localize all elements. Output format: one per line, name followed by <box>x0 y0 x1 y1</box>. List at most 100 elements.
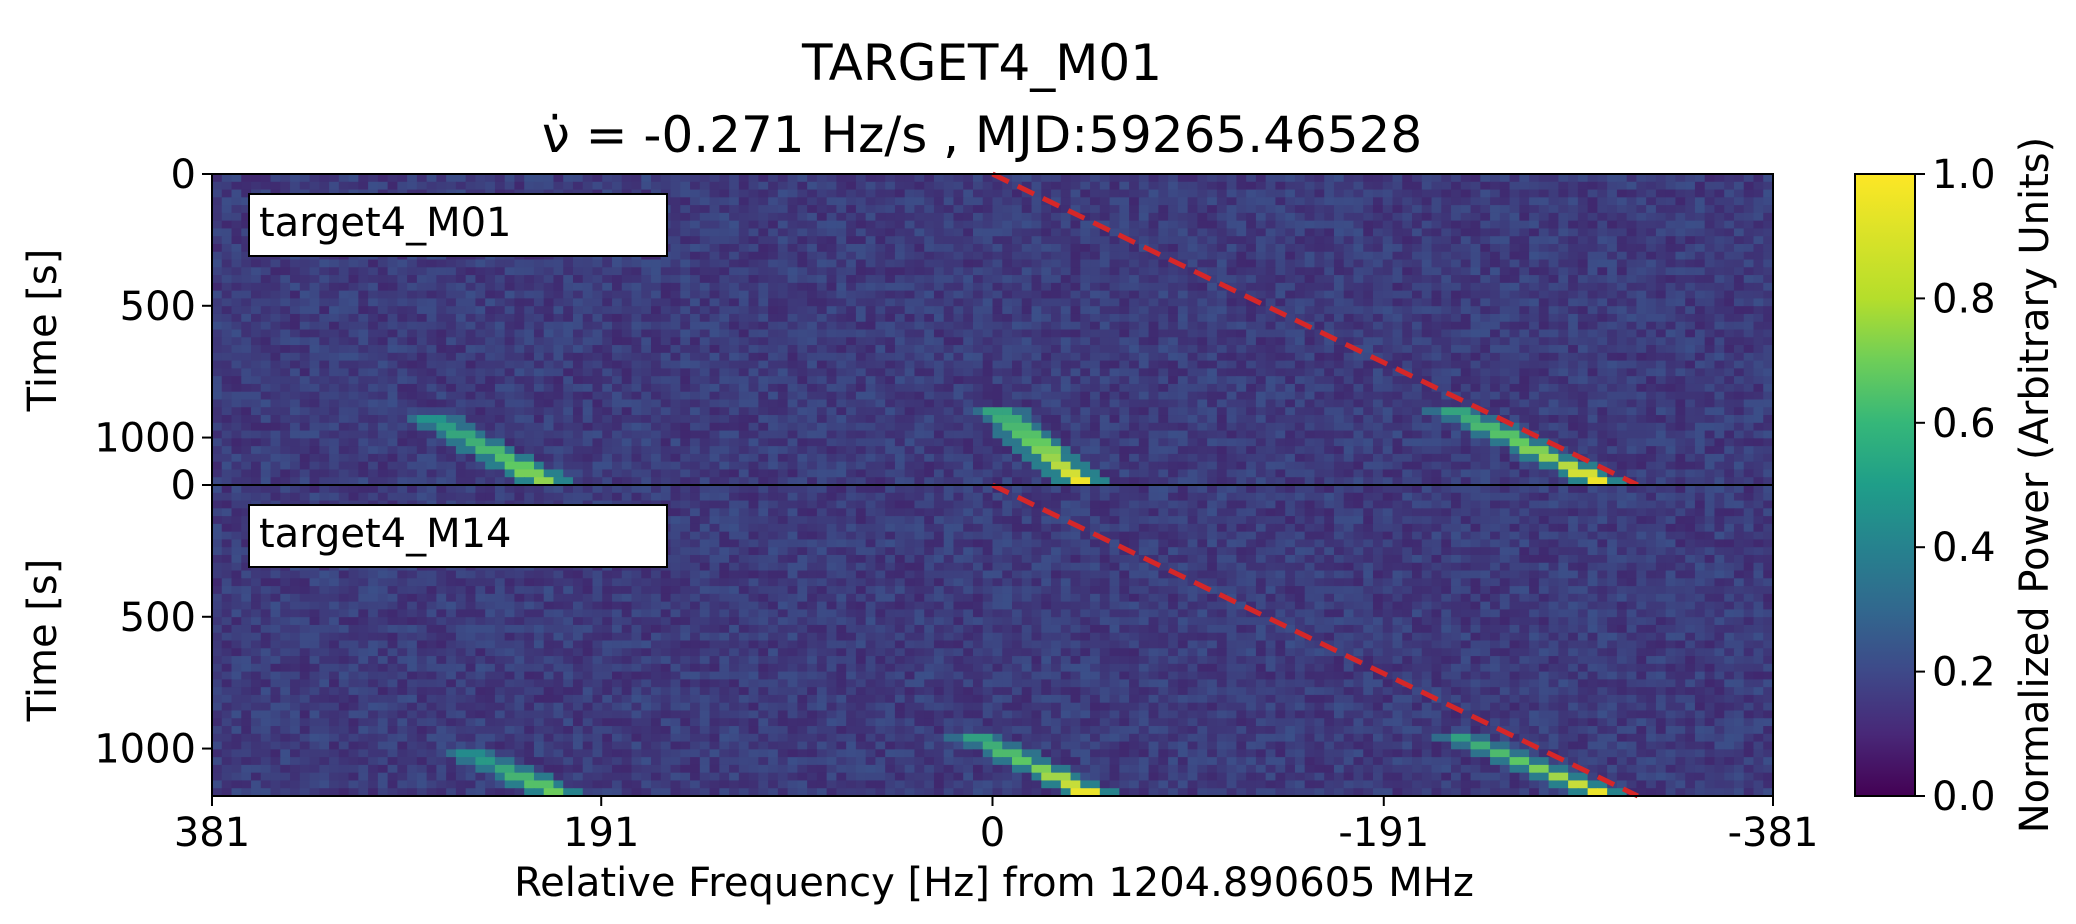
heatmap-cell <box>719 205 730 214</box>
heatmap-cell <box>972 313 984 323</box>
heatmap-cell <box>1412 236 1423 245</box>
heatmap-cell <box>465 282 477 292</box>
heatmap-cell <box>914 321 925 331</box>
heatmap-cell <box>758 407 769 416</box>
heatmap-cell <box>982 376 994 385</box>
heatmap-cell <box>777 345 789 354</box>
heatmap-cell <box>1333 321 1345 331</box>
heatmap-cell <box>212 228 223 237</box>
heatmap-cell <box>407 298 418 307</box>
heatmap-cell <box>231 383 242 393</box>
heatmap-cell <box>1753 368 1764 377</box>
heatmap-cell <box>1451 205 1462 214</box>
heatmap-cell <box>1177 313 1189 323</box>
heatmap-cell <box>1012 368 1023 377</box>
heatmap-cell <box>1363 337 1374 346</box>
heatmap-cell <box>1168 368 1179 377</box>
heatmap-cell <box>885 376 896 385</box>
heatmap-cell <box>621 313 633 323</box>
heatmap-cell <box>446 267 457 276</box>
heatmap-cell <box>533 360 545 369</box>
heatmap-cell <box>748 329 759 338</box>
heatmap-cell <box>992 391 1003 401</box>
heatmap-cell <box>1070 267 1081 276</box>
heatmap-cell <box>1265 205 1277 214</box>
heatmap-cell <box>992 329 1003 338</box>
heatmap-cell <box>943 259 955 268</box>
heatmap-cell <box>631 391 642 401</box>
heatmap-cell <box>1694 236 1706 245</box>
heatmap-cell <box>251 290 262 300</box>
heatmap-cell <box>846 197 857 206</box>
heatmap-cell <box>1265 383 1277 393</box>
heatmap-cell <box>602 282 613 292</box>
heatmap-cell <box>807 313 818 323</box>
heatmap-cell <box>1763 360 1774 369</box>
heatmap-cell <box>758 243 769 253</box>
heatmap-cell <box>358 306 369 315</box>
heatmap-cell <box>241 181 252 191</box>
heatmap-cell <box>465 399 477 408</box>
heatmap-cell <box>787 376 798 385</box>
heatmap-cell <box>1216 368 1228 377</box>
heatmap-cell <box>212 376 223 385</box>
heatmap-cell <box>1470 313 1481 323</box>
heatmap-cell <box>1353 259 1364 268</box>
heatmap-cell <box>1675 290 1686 300</box>
heatmap-cell <box>768 306 779 315</box>
heatmap-cell <box>972 228 984 237</box>
heatmap-cell <box>602 329 613 338</box>
heatmap-cell <box>1314 212 1325 222</box>
heatmap-cell <box>1177 174 1189 183</box>
heatmap-cell <box>826 352 837 362</box>
heatmap-cell <box>836 189 847 198</box>
heatmap-cell <box>1616 391 1628 401</box>
heatmap-cell <box>1158 360 1169 369</box>
heatmap-cell <box>1509 360 1520 369</box>
heatmap-cell <box>1333 383 1345 393</box>
heatmap-cell <box>1412 290 1423 300</box>
heatmap-cell <box>329 345 340 354</box>
heatmap-cell <box>1509 236 1520 245</box>
heatmap-cell <box>1285 313 1296 323</box>
heatmap-cell <box>670 407 681 416</box>
heatmap-cell <box>455 306 467 315</box>
heatmap-cell <box>709 407 720 416</box>
heatmap-cell <box>1714 174 1725 183</box>
heatmap-cell <box>807 407 818 416</box>
heatmap-cell <box>1626 329 1638 338</box>
heatmap-cell <box>1138 337 1150 346</box>
heatmap-cell <box>816 228 828 237</box>
heatmap-cell <box>1402 236 1413 245</box>
heatmap-cell <box>1451 212 1462 222</box>
heatmap-cell <box>1509 197 1520 206</box>
heatmap-cell <box>846 243 857 253</box>
heatmap-cell <box>1099 197 1111 206</box>
heatmap-cell <box>924 267 935 276</box>
heatmap-cell <box>1490 376 1501 385</box>
heatmap-cell <box>416 360 428 369</box>
heatmap-cell <box>1421 290 1433 300</box>
heatmap-cell <box>992 376 1003 385</box>
heatmap-cell <box>1646 197 1657 206</box>
heatmap-cell <box>1753 376 1764 385</box>
heatmap-cell <box>1265 298 1277 307</box>
heatmap-cell <box>699 399 711 408</box>
heatmap-cell <box>875 391 886 401</box>
heatmap-cell <box>680 189 691 198</box>
heatmap-cell <box>1041 376 1052 385</box>
heatmap-cell <box>1704 345 1716 354</box>
heatmap-cell <box>1168 197 1179 206</box>
heatmap-cell <box>1099 383 1111 393</box>
heatmap-cell <box>1607 181 1618 191</box>
heatmap-cell <box>1236 360 1247 369</box>
heatmap-cell <box>1402 391 1413 401</box>
heatmap-cell <box>699 391 711 401</box>
heatmap-cell <box>768 376 779 385</box>
heatmap-cell <box>407 321 418 331</box>
heatmap-cell <box>777 181 789 191</box>
heatmap-cell <box>709 205 720 214</box>
heatmap-cell <box>426 321 437 331</box>
heatmap-cell <box>1372 251 1384 261</box>
heatmap-cell <box>582 275 594 284</box>
